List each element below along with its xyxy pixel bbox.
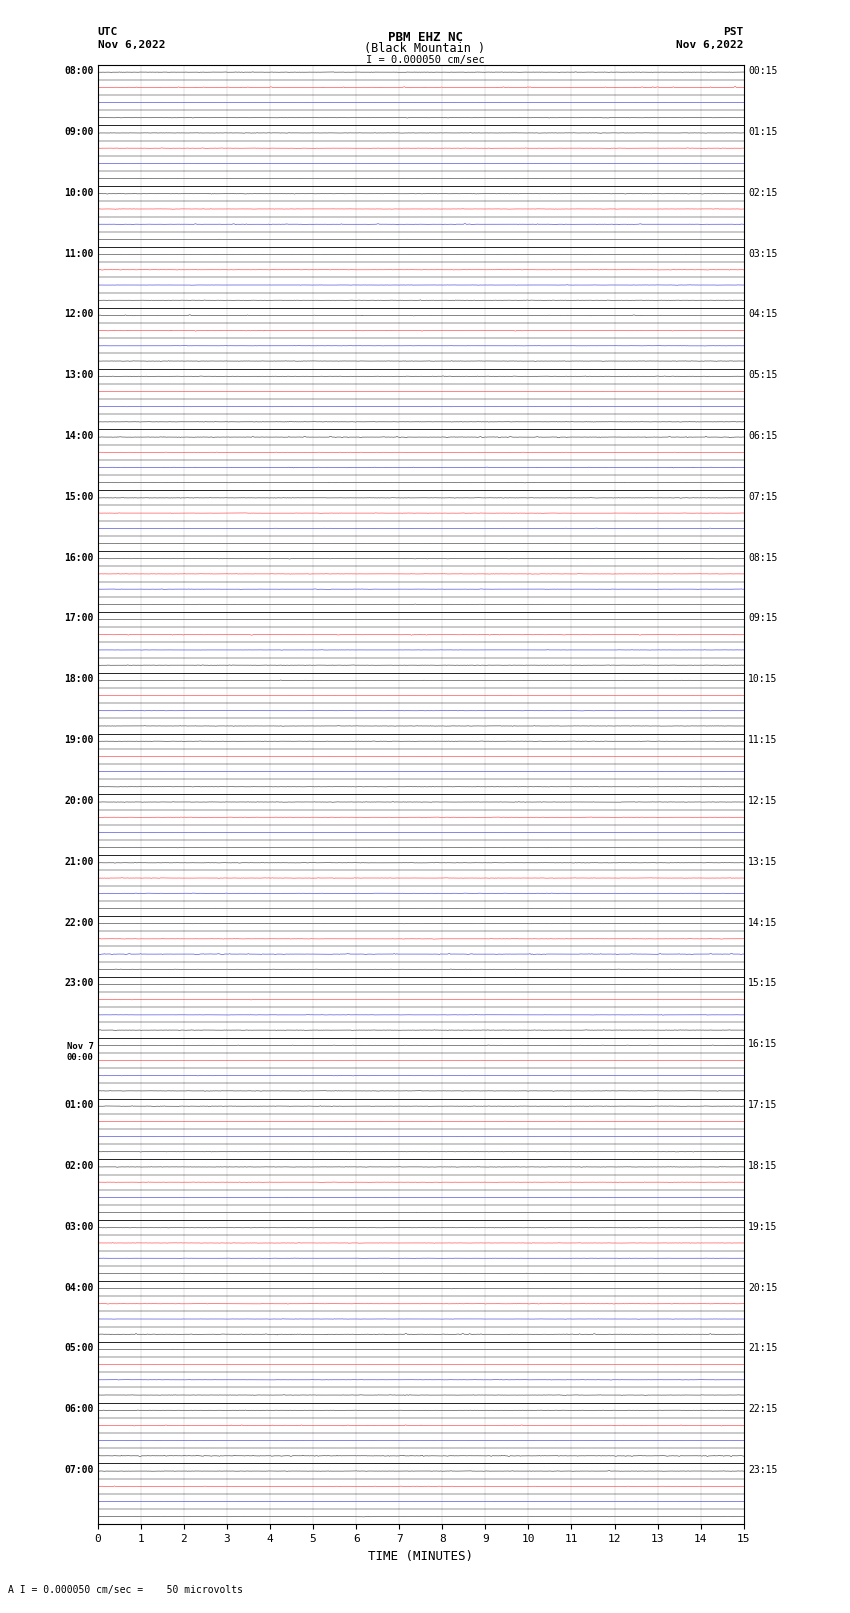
Text: 15:15: 15:15 [748,979,778,989]
Text: 08:15: 08:15 [748,553,778,563]
Text: Nov 7
00:00: Nov 7 00:00 [66,1042,94,1061]
Text: PBM EHZ NC: PBM EHZ NC [388,31,462,44]
Text: 23:15: 23:15 [748,1465,778,1474]
Text: 03:15: 03:15 [748,248,778,258]
Text: 08:00: 08:00 [64,66,94,76]
Text: Nov 6,2022: Nov 6,2022 [677,40,744,50]
Text: 13:00: 13:00 [64,369,94,381]
Text: 22:15: 22:15 [748,1405,778,1415]
Text: 11:15: 11:15 [748,736,778,745]
Text: 21:00: 21:00 [64,857,94,866]
Text: I = 0.000050 cm/sec: I = 0.000050 cm/sec [366,55,484,65]
Text: 07:15: 07:15 [748,492,778,502]
Text: 19:15: 19:15 [748,1221,778,1232]
Text: 10:00: 10:00 [64,187,94,198]
Text: 12:15: 12:15 [748,795,778,806]
Text: 17:00: 17:00 [64,613,94,624]
Text: 04:15: 04:15 [748,310,778,319]
Text: UTC: UTC [98,27,118,37]
Text: 22:00: 22:00 [64,918,94,927]
Text: 02:00: 02:00 [64,1161,94,1171]
Text: 01:00: 01:00 [64,1100,94,1110]
Text: 06:15: 06:15 [748,431,778,440]
Text: 14:00: 14:00 [64,431,94,440]
Text: 07:00: 07:00 [64,1465,94,1474]
Text: 09:00: 09:00 [64,127,94,137]
Text: 16:00: 16:00 [64,553,94,563]
Text: 12:00: 12:00 [64,310,94,319]
Text: 05:00: 05:00 [64,1344,94,1353]
Text: 14:15: 14:15 [748,918,778,927]
Text: 09:15: 09:15 [748,613,778,624]
Text: 15:00: 15:00 [64,492,94,502]
X-axis label: TIME (MINUTES): TIME (MINUTES) [368,1550,473,1563]
Text: 03:00: 03:00 [64,1221,94,1232]
Text: 17:15: 17:15 [748,1100,778,1110]
Text: 10:15: 10:15 [748,674,778,684]
Text: 01:15: 01:15 [748,127,778,137]
Text: 18:15: 18:15 [748,1161,778,1171]
Text: 20:00: 20:00 [64,795,94,806]
Text: 00:15: 00:15 [748,66,778,76]
Text: 02:15: 02:15 [748,187,778,198]
Text: 16:15: 16:15 [748,1039,778,1048]
Text: 05:15: 05:15 [748,369,778,381]
Text: A I = 0.000050 cm/sec =    50 microvolts: A I = 0.000050 cm/sec = 50 microvolts [8,1586,243,1595]
Text: (Black Mountain ): (Black Mountain ) [365,42,485,55]
Text: 19:00: 19:00 [64,736,94,745]
Text: 21:15: 21:15 [748,1344,778,1353]
Text: 04:00: 04:00 [64,1282,94,1292]
Text: 23:00: 23:00 [64,979,94,989]
Text: 06:00: 06:00 [64,1405,94,1415]
Text: 18:00: 18:00 [64,674,94,684]
Text: Nov 6,2022: Nov 6,2022 [98,40,165,50]
Text: PST: PST [723,27,744,37]
Text: 20:15: 20:15 [748,1282,778,1292]
Text: 11:00: 11:00 [64,248,94,258]
Text: 13:15: 13:15 [748,857,778,866]
